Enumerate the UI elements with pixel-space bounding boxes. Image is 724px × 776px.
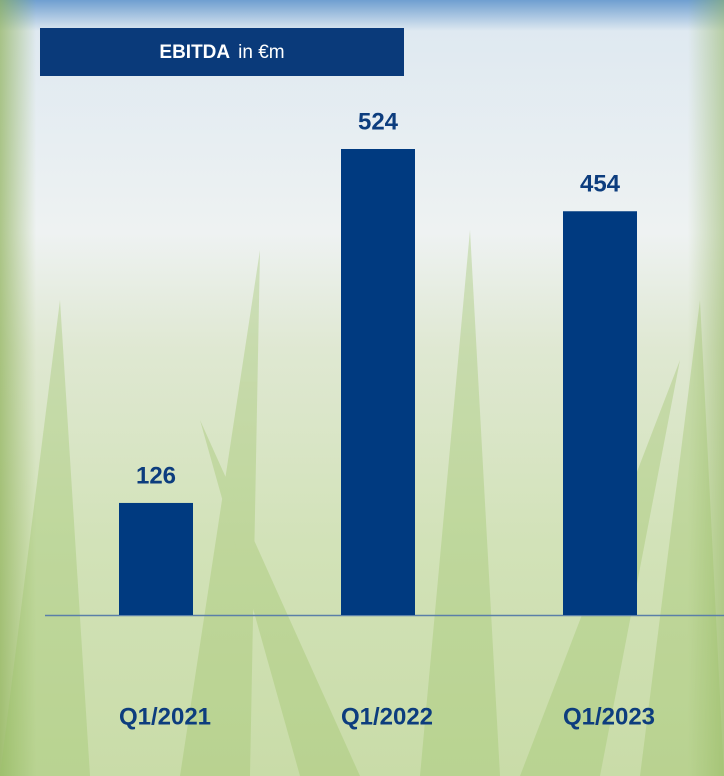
value-label: 126 [136,462,176,489]
title-main: EBITDA [159,42,230,63]
x-tick-label: Q1/2023 [563,703,655,730]
value-label: 524 [358,108,399,135]
x-tick-label: Q1/2021 [119,703,211,730]
title-box [40,28,404,76]
bar [119,502,193,615]
value-label: 454 [580,171,621,198]
title-unit: in €m [238,42,284,63]
x-tick-label: Q1/2022 [341,703,433,730]
bar [563,211,637,616]
bar [341,149,415,615]
chart-title: EBITDA in €m [159,42,284,63]
